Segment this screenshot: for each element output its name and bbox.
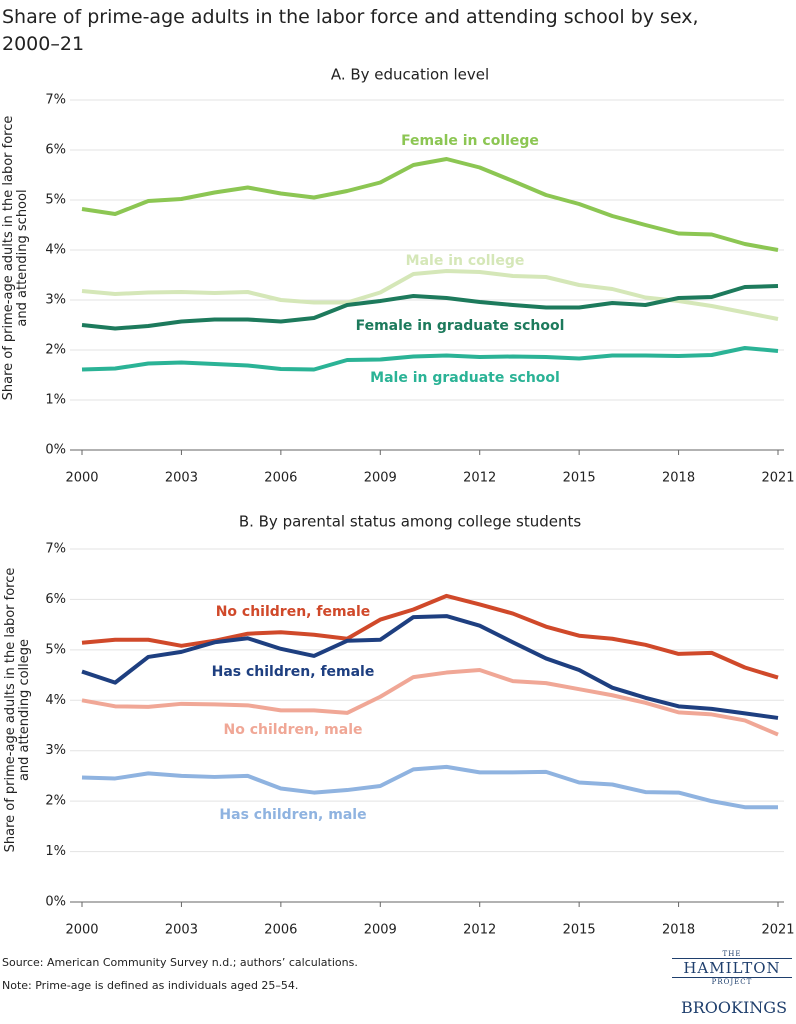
series-label: Female in graduate school: [356, 318, 565, 334]
x-tick-label: 2015: [563, 471, 596, 486]
panel-title: B. By parental status among college stud…: [239, 513, 582, 531]
y-tick-label: 7%: [45, 93, 66, 108]
y-tick-label: 6%: [45, 143, 66, 158]
y-tick-label: 3%: [45, 293, 66, 308]
brookings-logo: BROOKINGS: [680, 998, 788, 1017]
series-line: [81, 284, 779, 331]
x-tick-label: 2009: [364, 923, 397, 938]
panel-title: A. By education level: [331, 66, 489, 84]
series-label: Female in college: [401, 133, 539, 149]
x-tick-label: 2000: [65, 923, 98, 938]
x-tick-label: 2009: [364, 471, 397, 486]
y-tick-label: 5%: [45, 193, 66, 208]
x-tick-label: 2000: [65, 471, 98, 486]
x-tick-label: 2003: [165, 923, 198, 938]
x-tick-label: 2006: [264, 923, 297, 938]
hamilton-logo: THE HAMILTON PROJECT: [672, 950, 792, 986]
y-tick-label: 3%: [45, 743, 66, 758]
series-line: [81, 668, 779, 737]
y-tick-label: 4%: [45, 243, 66, 258]
x-tick-label: 2021: [761, 923, 794, 938]
series-line: [81, 614, 779, 720]
series-label: Male in graduate school: [370, 370, 560, 386]
y-tick-label: 6%: [45, 592, 66, 607]
logo-the: THE: [722, 950, 742, 958]
source: Source: American Community Survey n.d.; …: [2, 956, 358, 969]
x-tick-label: 2003: [165, 471, 198, 486]
y-tick-label: 0%: [45, 895, 66, 910]
series-label: No children, male: [224, 722, 363, 738]
y-tick-label: 1%: [45, 393, 66, 408]
y-tick-label: 0%: [45, 443, 66, 458]
y-axis-label: Share of prime-age adults in the labor f…: [1, 115, 30, 401]
y-tick-label: 7%: [45, 542, 66, 557]
x-tick-label: 2012: [463, 471, 496, 486]
x-tick-label: 2021: [761, 471, 794, 486]
title: Share of prime-age adults in the labor f…: [2, 6, 699, 55]
series-line: [81, 269, 779, 321]
y-tick-label: 2%: [45, 343, 66, 358]
series-line: [81, 764, 778, 810]
y-tick-label: 4%: [45, 693, 66, 708]
series-line: [81, 157, 779, 252]
series-label: Male in college: [406, 253, 525, 269]
series-label: Has children, female: [212, 664, 375, 680]
series-line: [81, 346, 779, 372]
x-tick-label: 2015: [563, 923, 596, 938]
y-tick-label: 2%: [45, 794, 66, 809]
x-tick-label: 2018: [662, 923, 695, 938]
series-label: Has children, male: [219, 807, 366, 823]
y-tick-label: 1%: [45, 844, 66, 859]
x-tick-label: 2018: [662, 471, 695, 486]
note: Note: Prime-age is defined as individual…: [2, 979, 299, 992]
x-tick-label: 2006: [264, 471, 297, 486]
series-line: [81, 593, 779, 680]
series-label: No children, female: [216, 604, 371, 620]
logo-project: PROJECT: [711, 978, 753, 986]
x-tick-label: 2012: [463, 923, 496, 938]
y-tick-label: 5%: [45, 642, 66, 657]
y-axis-label: Share of prime-age adults in the labor f…: [3, 567, 32, 853]
logo-hamilton: HAMILTON: [672, 958, 792, 978]
